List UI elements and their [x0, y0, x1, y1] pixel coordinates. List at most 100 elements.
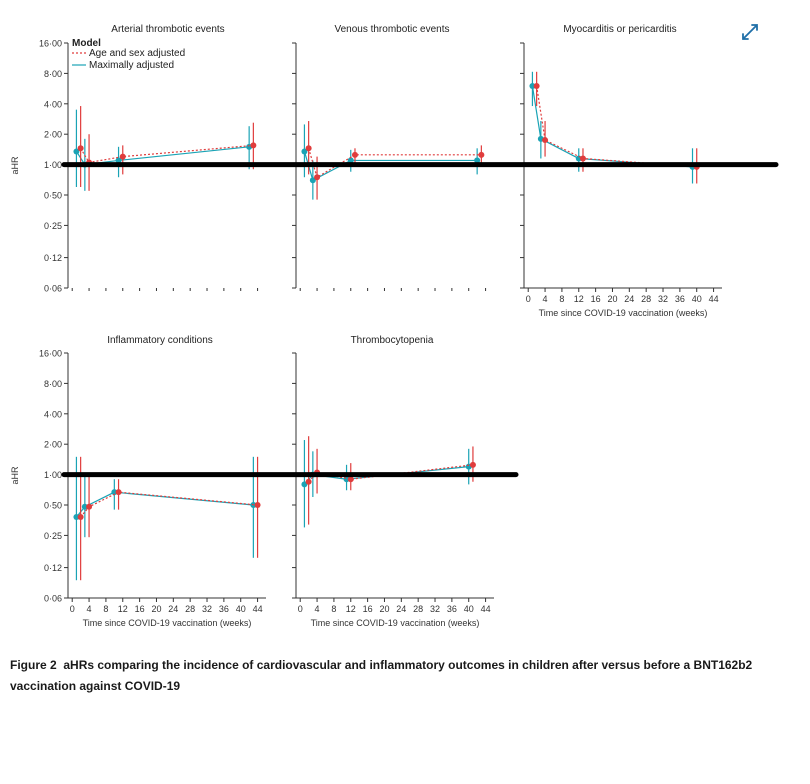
- x-tick-label: 36: [675, 294, 685, 304]
- data-point: [579, 155, 586, 162]
- data-point: [305, 145, 312, 152]
- panel-title: Myocarditis or pericarditis: [563, 24, 676, 35]
- data-point: [542, 137, 549, 144]
- x-tick-label: 0: [298, 604, 303, 614]
- data-point: [301, 148, 308, 155]
- series-line: [75, 146, 250, 166]
- x-tick-label: 8: [103, 604, 108, 614]
- data-point: [309, 177, 316, 184]
- x-tick-label: 8: [331, 604, 336, 614]
- data-point: [347, 157, 354, 164]
- x-tick-label: 12: [574, 294, 584, 304]
- x-tick-label: 20: [607, 294, 617, 304]
- x-tick-label: 36: [447, 604, 457, 614]
- y-tick-label: 0·25: [44, 531, 62, 541]
- legend-label: Age and sex adjusted: [89, 48, 185, 59]
- data-point: [111, 489, 118, 496]
- data-point: [529, 83, 536, 90]
- panel-2: Venous thrombotic events: [292, 24, 487, 291]
- panel-title: Inflammatory conditions: [107, 335, 213, 346]
- x-tick-label: 4: [87, 604, 92, 614]
- figure-caption: Figure 2 aHRs comparing the incidence of…: [10, 655, 800, 697]
- data-point: [77, 514, 84, 521]
- x-tick-label: 16: [591, 294, 601, 304]
- x-axis-label: Time since COVID-19 vaccination (weeks): [311, 618, 480, 628]
- y-tick-label: 2·00: [44, 440, 62, 450]
- x-tick-label: 28: [413, 604, 423, 614]
- y-axis-label: aHR: [10, 156, 20, 175]
- panel-1: Arterial thrombotic events 0·06 0·12 0·25 0·…: [10, 24, 259, 294]
- panel-title: Venous thrombotic events: [334, 24, 449, 35]
- x-tick-label: 24: [396, 604, 406, 614]
- x-tick-label: 40: [236, 604, 246, 614]
- series-line: [536, 85, 697, 168]
- y-tick-label: 16·00: [39, 349, 62, 359]
- data-point: [351, 151, 358, 158]
- data-point: [478, 151, 485, 158]
- x-tick-label: 40: [692, 294, 702, 304]
- y-tick-label: 0·50: [44, 501, 62, 511]
- x-tick-label: 4: [315, 604, 320, 614]
- panel-5: Thrombocytopenia 0 4 8 12 16 20 24 28 32 36 40 44Tim…: [292, 335, 494, 628]
- x-tick-label: 36: [219, 604, 229, 614]
- x-tick-label: 32: [430, 604, 440, 614]
- data-point: [314, 174, 321, 181]
- x-tick-label: 4: [543, 294, 548, 304]
- data-point: [115, 489, 122, 496]
- x-tick-label: 20: [151, 604, 161, 614]
- legend-label: Maximally adjusted: [89, 60, 174, 71]
- series-line: [531, 85, 693, 168]
- panel-3: Myocarditis or pericarditis 0 4 8 12 16 20 24 28…: [520, 24, 722, 318]
- data-point: [305, 478, 312, 485]
- x-tick-label: 40: [464, 604, 474, 614]
- series-line: [80, 491, 258, 518]
- x-tick-label: 0: [526, 294, 531, 304]
- panel-4: Inflammatory conditions 0·06 0·12 0·25 0·50 1…: [10, 335, 266, 628]
- expand-icon[interactable]: [738, 20, 762, 44]
- data-point: [474, 157, 481, 164]
- data-point: [86, 503, 93, 510]
- panel-title: Thrombocytopenia: [351, 335, 434, 346]
- figure-caption-text: aHRs comparing the incidence of cardiova…: [10, 658, 753, 693]
- x-tick-label: 8: [559, 294, 564, 304]
- series-line: [80, 144, 254, 164]
- x-tick-label: 0: [70, 604, 75, 614]
- x-tick-label: 44: [481, 604, 491, 614]
- y-tick-label: 8·00: [44, 69, 62, 79]
- data-point: [73, 148, 80, 155]
- y-tick-label: 2·00: [44, 130, 62, 140]
- y-tick-label: 16·00: [39, 39, 62, 49]
- y-tick-label: 0·12: [44, 253, 62, 263]
- x-tick-label: 24: [168, 604, 178, 614]
- y-tick-label: 4·00: [44, 409, 62, 419]
- x-tick-label: 24: [624, 294, 634, 304]
- x-tick-label: 28: [185, 604, 195, 614]
- panel-title: Arterial thrombotic events: [111, 24, 224, 35]
- y-tick-label: 1·00: [44, 160, 62, 170]
- data-point: [73, 514, 80, 521]
- x-tick-label: 16: [135, 604, 145, 614]
- x-tick-label: 16: [363, 604, 373, 614]
- data-point: [81, 503, 88, 510]
- x-tick-label: 44: [709, 294, 719, 304]
- data-point: [115, 157, 122, 164]
- figure-label: Figure 2: [10, 658, 57, 672]
- y-tick-label: 0·06: [44, 594, 62, 604]
- data-point: [250, 142, 257, 149]
- x-tick-label: 44: [253, 604, 263, 614]
- figure-chart: Arterial thrombotic events 0·06 0·12 0·25 0·…: [10, 24, 779, 628]
- data-point: [347, 476, 354, 483]
- y-tick-label: 1·00: [44, 470, 62, 480]
- x-tick-label: 28: [641, 294, 651, 304]
- x-tick-label: 20: [379, 604, 389, 614]
- x-axis-label: Time since COVID-19 vaccination (weeks): [539, 308, 708, 318]
- data-point: [469, 461, 476, 468]
- y-tick-label: 0·12: [44, 563, 62, 573]
- y-tick-label: 0·25: [44, 221, 62, 231]
- y-axis-label: aHR: [10, 466, 20, 485]
- y-tick-label: 8·00: [44, 379, 62, 389]
- data-point: [77, 145, 84, 152]
- x-axis-label: Time since COVID-19 vaccination (weeks): [83, 618, 252, 628]
- legend-title: Model: [72, 38, 101, 49]
